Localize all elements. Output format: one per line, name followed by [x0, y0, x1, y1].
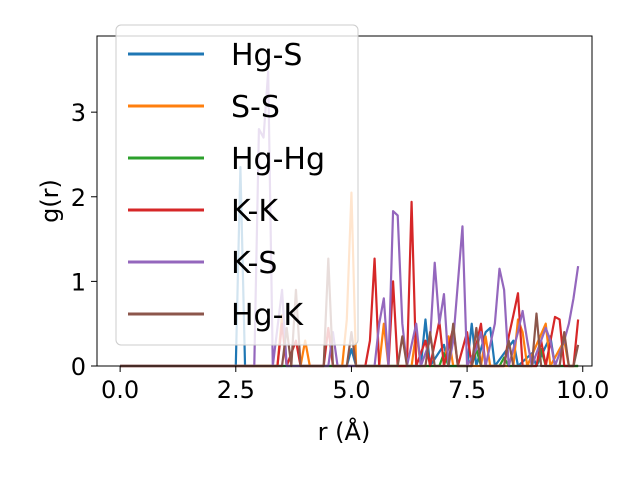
- y-tick-label: 2: [71, 184, 86, 212]
- x-tick-label: 2.5: [217, 376, 255, 404]
- x-tick-label: 10.0: [556, 376, 609, 404]
- legend-label: Hg-K: [231, 298, 304, 333]
- x-tick-label: 0.0: [101, 376, 139, 404]
- legend: Hg-S S-S Hg-Hg K-K K-S Hg-K: [115, 24, 359, 346]
- y-axis-label: g(r): [36, 179, 64, 223]
- legend-label: Hg-Hg: [231, 142, 325, 177]
- x-axis: 0.0 2.5 5.0 7.5 10.0: [101, 366, 609, 404]
- y-tick-label: 1: [71, 268, 86, 296]
- legend-label: S-S: [231, 90, 280, 125]
- legend-label: K-K: [231, 194, 279, 229]
- legend-frame: [115, 24, 359, 346]
- y-tick-label: 0: [71, 353, 86, 381]
- legend-label: K-S: [231, 246, 277, 281]
- legend-label: Hg-S: [231, 38, 302, 73]
- y-tick-label: 3: [71, 99, 86, 127]
- x-axis-label: r (Å): [318, 417, 371, 446]
- y-axis: 0 1 2 3: [71, 99, 97, 381]
- x-tick-label: 5.0: [332, 376, 370, 404]
- x-tick-label: 7.5: [448, 376, 486, 404]
